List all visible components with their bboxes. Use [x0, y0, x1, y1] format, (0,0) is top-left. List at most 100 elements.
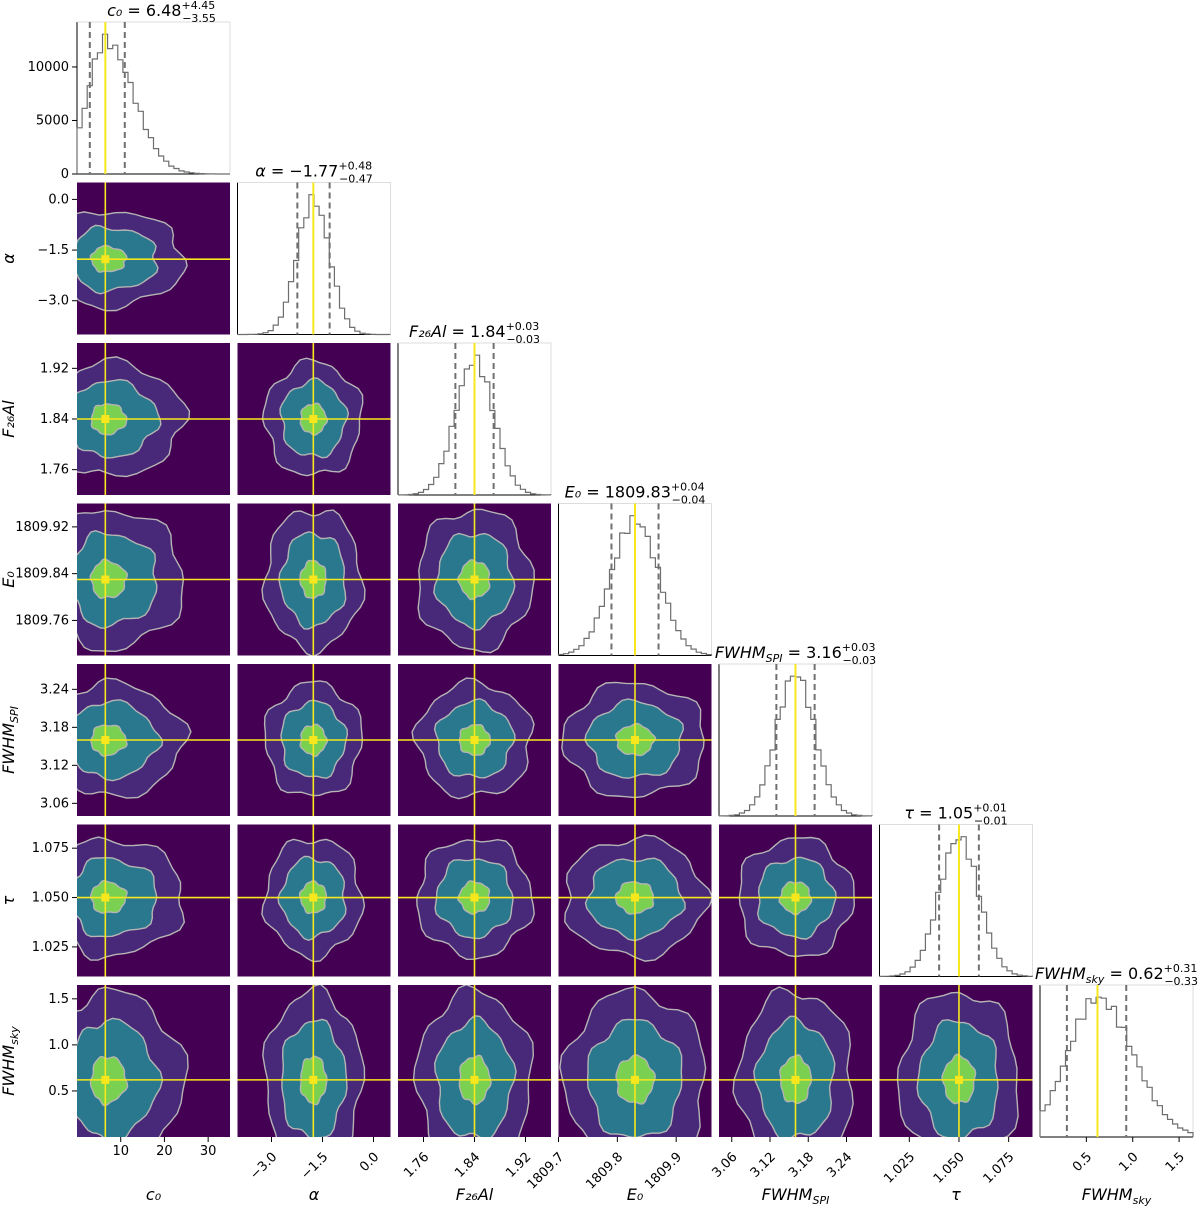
yaxis-label-E0: E₀	[0, 571, 18, 588]
hist-panel-tau: τ = 1.05+0.01 −0.01	[878, 802, 1034, 977]
ytick-label: 0.5	[48, 1084, 69, 1099]
histogram-FWHMsky	[1039, 996, 1194, 1137]
ytick-label: 1.0	[48, 1038, 69, 1053]
median-marker	[309, 415, 318, 423]
density-panel-FWHMspi-FWHMsky: 3.06 3.12 3.18 3.24 FWHMSPI	[709, 985, 872, 1207]
ytick-label: 1.92	[40, 361, 69, 376]
ytick-label: 1.76	[40, 463, 69, 478]
hist-panel-E0: E₀ = 1809.83+0.04 −0.04	[557, 481, 713, 656]
ytick-label: 1.5	[48, 992, 69, 1007]
title-F26Al: F₂₆Al = 1.84+0.03 −0.03	[409, 320, 540, 346]
ytick-label: 3.18	[40, 720, 69, 735]
ytick-label: 1.050	[32, 891, 69, 906]
xaxis-label-tau: τ	[951, 1185, 961, 1204]
median-marker	[631, 893, 639, 902]
density-panel-alpha-tau	[237, 824, 391, 977]
yaxis-label-FWHMsky: FWHMsky	[0, 1026, 21, 1096]
median-marker	[101, 575, 110, 584]
density-panel-c0-FWHMsky: 0.5 1.0 1.5 FWHMsky 10 20 30 c₀	[0, 985, 230, 1204]
xaxis-label-FWHMspi: FWHMSPI	[762, 1185, 830, 1207]
median-marker	[101, 1075, 110, 1084]
median-marker	[791, 1075, 800, 1084]
title-FWHMspi: FWHMSPI = 3.16+0.03 −0.03	[715, 641, 876, 667]
ytick-label: 1.025	[32, 940, 69, 955]
yaxis-label-tau: τ	[0, 895, 18, 905]
xtick-label: 1809.9	[642, 1150, 685, 1193]
median-marker	[101, 736, 110, 744]
title-FWHMsky: FWHMsky = 0.62+0.31 −0.33	[1035, 962, 1198, 988]
xtick-label: 1.0	[1116, 1150, 1141, 1175]
xtick-label: 3.18	[786, 1150, 817, 1181]
xtick-label: 3.06	[709, 1150, 740, 1181]
hist-panel-alpha: α = −1.77+0.48 −0.47	[237, 160, 391, 336]
density-panel-c0-alpha: −3.0 −1.5 0.0 α	[0, 182, 230, 335]
histogram-tau	[878, 836, 1034, 977]
median-marker	[470, 1075, 479, 1084]
xtick-label: 1.025	[881, 1150, 918, 1187]
ytick-label: 1.84	[40, 412, 69, 427]
ytick-label: 0.0	[48, 192, 69, 207]
density-panel-alpha-FWHMspi	[237, 664, 391, 816]
xaxis-label-E0: E₀	[627, 1185, 644, 1204]
xtick-label: 1.075	[981, 1150, 1018, 1187]
ytick-label: 1.075	[32, 841, 69, 856]
hist-ytick-label: 5000	[36, 113, 69, 128]
density-panel-alpha-E0	[237, 503, 391, 656]
xtick-label: 1.050	[931, 1150, 968, 1187]
contours	[559, 986, 707, 1137]
xaxis-label-c0: c₀	[146, 1185, 162, 1204]
ytick-label: 1809.84	[15, 567, 69, 582]
hist-ytick-label: 0	[61, 167, 69, 182]
title-c0: c₀ = 6.48+4.45 −3.55	[107, 0, 216, 25]
xtick-label: 1809.7	[525, 1150, 568, 1193]
xtick-label: 0.5	[1070, 1150, 1095, 1175]
xtick-label: 3.12	[748, 1150, 779, 1181]
density-panel-FWHMspi-tau	[719, 824, 872, 977]
median-marker	[309, 575, 318, 584]
density-panel-F26Al-FWHMspi	[398, 664, 551, 816]
median-marker	[101, 415, 110, 423]
density-panel-E0-FWHMsky: 1809.7 1809.8 1809.9E₀	[525, 985, 712, 1204]
median-marker	[309, 736, 318, 744]
ytick-label: 1809.76	[15, 613, 69, 628]
median-marker	[631, 736, 639, 744]
histogram-c0	[76, 33, 230, 175]
density-panel-F26Al-tau	[398, 824, 551, 977]
median-marker	[309, 1075, 318, 1084]
xtick-label: 30	[200, 1144, 217, 1159]
median-marker	[309, 893, 318, 902]
hist-ytick-label: 10000	[28, 60, 69, 75]
xtick-label: 1.5	[1163, 1150, 1188, 1175]
ytick-label: 1809.92	[15, 520, 69, 535]
density-panel-E0-tau	[558, 824, 712, 977]
xtick-label: 1809.8	[583, 1150, 626, 1193]
xtick-label: 1.84	[452, 1150, 483, 1181]
density-panel-c0-F26Al: 1.76 1.84 1.92 F₂₆Al	[0, 343, 230, 495]
density-panel-c0-E0: 1809.76 1809.84 1809.92 E₀	[0, 503, 230, 656]
ytick-label: 3.24	[40, 682, 69, 697]
xtick-label: 1.76	[401, 1150, 432, 1181]
xaxis-label-F26Al: F₂₆Al	[456, 1185, 494, 1204]
density-panel-tau-FWHMsky: 1.025 1.050 1.075 τ	[879, 985, 1033, 1204]
xtick-label: 10	[112, 1144, 129, 1159]
median-marker	[101, 255, 110, 264]
xtick-label: −3.0	[247, 1150, 280, 1183]
yaxis-label-F26Al: F₂₆Al	[0, 400, 18, 438]
median-marker	[101, 893, 110, 902]
median-marker	[470, 893, 479, 902]
median-marker	[954, 1075, 963, 1084]
median-marker	[791, 893, 800, 902]
density-panel-F26Al-E0	[398, 503, 551, 656]
hist-panel-c0: c₀ = 6.48+4.45 −3.55 0 5000 10000	[28, 0, 231, 182]
density-panel-c0-tau: 1.025 1.050 1.075 τ	[0, 824, 230, 977]
title-E0: E₀ = 1809.83+0.04 −0.04	[565, 481, 706, 507]
ytick-label: −3.0	[37, 294, 69, 309]
xtick-label: 20	[156, 1144, 173, 1159]
xtick-label: −1.5	[298, 1150, 331, 1183]
density-panel-alpha-FWHMsky: −3.0 −1.5 0.0 α	[237, 985, 391, 1204]
median-marker	[631, 1075, 639, 1084]
yaxis-label-FWHMspi: FWHMSPI	[0, 706, 21, 774]
ytick-label: −1.5	[37, 243, 69, 258]
median-marker	[470, 736, 479, 744]
